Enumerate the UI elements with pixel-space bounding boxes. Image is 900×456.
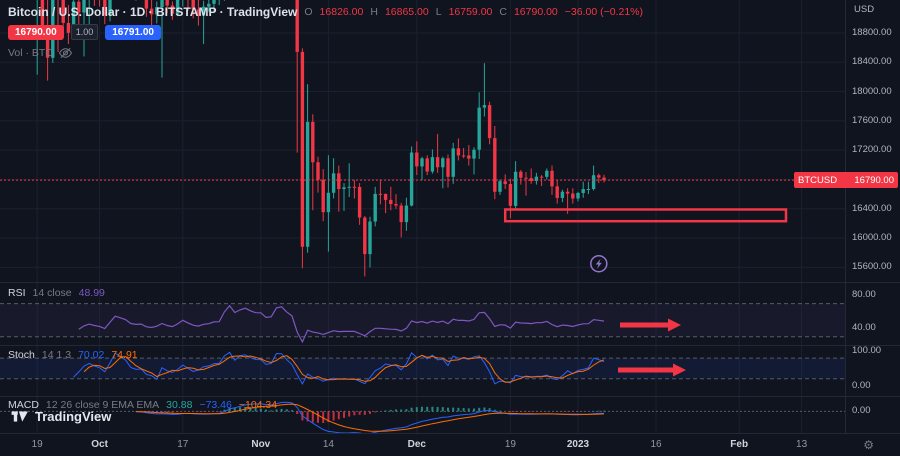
- price-axis-label: 0.00: [852, 405, 871, 417]
- price-axis-label: 18000.00: [852, 85, 892, 97]
- axis-separator: [845, 0, 846, 434]
- stoch-d-line: [83, 354, 605, 383]
- price-axis-label: 100.00: [852, 345, 882, 357]
- time-axis-label: Nov: [251, 439, 271, 450]
- time-axis-label: Dec: [407, 439, 426, 450]
- rsi-params: 14 close: [32, 287, 72, 299]
- high-value: 16865.00: [384, 6, 429, 18]
- support-zone-rectangle-annotation[interactable]: [503, 208, 788, 223]
- tradingview-logo-icon: [11, 411, 28, 422]
- time-axis-label: Oct: [91, 439, 108, 450]
- time-axis-label: 2023: [566, 439, 590, 450]
- rsi-pane[interactable]: [0, 283, 845, 345]
- macd-vertical-grid: [36, 397, 803, 433]
- price-axis-label: 17600.00: [852, 114, 892, 126]
- rsi-bands: [0, 303, 845, 338]
- open-value: 16826.00: [319, 6, 364, 18]
- price-axis-label: 16000.00: [852, 232, 892, 244]
- time-axis-label: 13: [796, 439, 808, 450]
- trade-buttons: 16790.00 1.00 16791.00: [8, 24, 161, 40]
- low-value: 16759.00: [448, 6, 493, 18]
- price-axis-label: 18400.00: [852, 56, 892, 68]
- price-scale-currency-button[interactable]: USD: [854, 4, 875, 15]
- stoch-bands: [0, 357, 845, 380]
- rsi-line: [78, 304, 605, 344]
- macd-signal-value: −104.34: [238, 399, 278, 411]
- tradingview-logo-text: TradingView: [35, 409, 112, 424]
- pane-separator[interactable]: [0, 396, 900, 397]
- event-lightning-icon[interactable]: [590, 254, 608, 273]
- macd-legend[interactable]: MACD 12 26 close 9 EMA EMA 30.88 −73.46 …: [8, 399, 277, 411]
- stoch-d-value: 74.91: [111, 349, 138, 361]
- symbol-title[interactable]: Bitcoin / U.S. Dollar · 1D · BITSTAMP · …: [8, 5, 298, 19]
- stoch-name: Stoch: [8, 349, 35, 361]
- badge-price: 16790.00: [854, 174, 894, 186]
- price-axis-label: 16400.00: [852, 202, 892, 214]
- time-axis-label: 14: [322, 439, 334, 450]
- main-price-pane[interactable]: [0, 0, 845, 282]
- macd-line-value: −73.46: [199, 399, 232, 411]
- stoch-params: 14 1 3: [41, 349, 72, 361]
- close-value: 16790.00: [513, 6, 558, 18]
- price-axis-label: 15600.00: [852, 261, 892, 273]
- candlestick-series: [36, 0, 606, 277]
- hidden-eye-icon[interactable]: [58, 47, 73, 59]
- badge-symbol: BTCUSD: [798, 174, 838, 186]
- time-axis-label: 19: [31, 439, 43, 450]
- price-axis-label: 0.00: [852, 379, 871, 391]
- change-value: −36.00 (−0.21%): [564, 6, 643, 18]
- rsi-vertical-grid: [36, 283, 803, 345]
- time-axis-label: 19: [504, 439, 516, 450]
- time-axis[interactable]: 19 Oct 17 Nov 14 Dec 19 2023 16 Feb 13: [0, 434, 900, 456]
- buy-price-button[interactable]: 16791.00: [105, 24, 161, 40]
- time-axis-label: Feb: [730, 439, 749, 450]
- time-axis-label: 17: [177, 439, 189, 450]
- price-axis[interactable]: USD BTCUSD 16790.00 18800.00 18400.00 1800…: [794, 0, 900, 434]
- time-axis-label: 16: [650, 439, 662, 450]
- stoch-k-value: 70.02: [78, 349, 105, 361]
- red-arrow-annotation[interactable]: [618, 363, 686, 377]
- open-label: O: [304, 6, 313, 18]
- pane-separator[interactable]: [0, 345, 900, 346]
- rsi-name: RSI: [8, 287, 26, 299]
- macd-params: 12 26 close 9 EMA EMA: [45, 399, 160, 411]
- stoch-legend[interactable]: Stoch 14 1 3 70.02 74.91: [8, 349, 138, 361]
- high-label: H: [370, 6, 378, 18]
- gear-icon[interactable]: ⚙: [863, 438, 874, 452]
- close-label: C: [499, 6, 507, 18]
- stoch-pane[interactable]: [0, 346, 845, 396]
- macd-pane[interactable]: [0, 397, 845, 433]
- main-vertical-grid: [36, 0, 803, 282]
- low-label: L: [435, 6, 442, 18]
- volume-label: Vol · BTC: [8, 47, 53, 59]
- price-axis-label: 18800.00: [852, 26, 892, 38]
- macd-name: MACD: [8, 399, 39, 411]
- sell-price-button[interactable]: 16790.00: [8, 24, 64, 40]
- volume-legend[interactable]: Vol · BTC: [8, 47, 73, 59]
- tradingview-logo[interactable]: TradingView: [11, 409, 111, 424]
- spread-value: 1.00: [70, 24, 99, 40]
- rsi-legend[interactable]: RSI 14 close 48.99: [8, 287, 105, 299]
- pane-separator[interactable]: [0, 282, 900, 283]
- macd-signal-line: [135, 403, 605, 432]
- pane-separator: [0, 433, 900, 434]
- stoch-vertical-grid: [36, 346, 803, 396]
- main-horizontal-grid: [0, 32, 845, 268]
- symbol-legend[interactable]: Bitcoin / U.S. Dollar · 1D · BITSTAMP · …: [8, 5, 643, 19]
- rsi-value: 48.99: [78, 287, 105, 299]
- red-arrow-annotation[interactable]: [620, 318, 681, 332]
- price-axis-label: 40.00: [852, 322, 876, 334]
- price-axis-label: 17200.00: [852, 144, 892, 156]
- macd-hist-value: 30.88: [166, 399, 193, 411]
- current-price-badge: BTCUSD 16790.00: [794, 172, 898, 189]
- price-axis-label: 80.00: [852, 289, 876, 301]
